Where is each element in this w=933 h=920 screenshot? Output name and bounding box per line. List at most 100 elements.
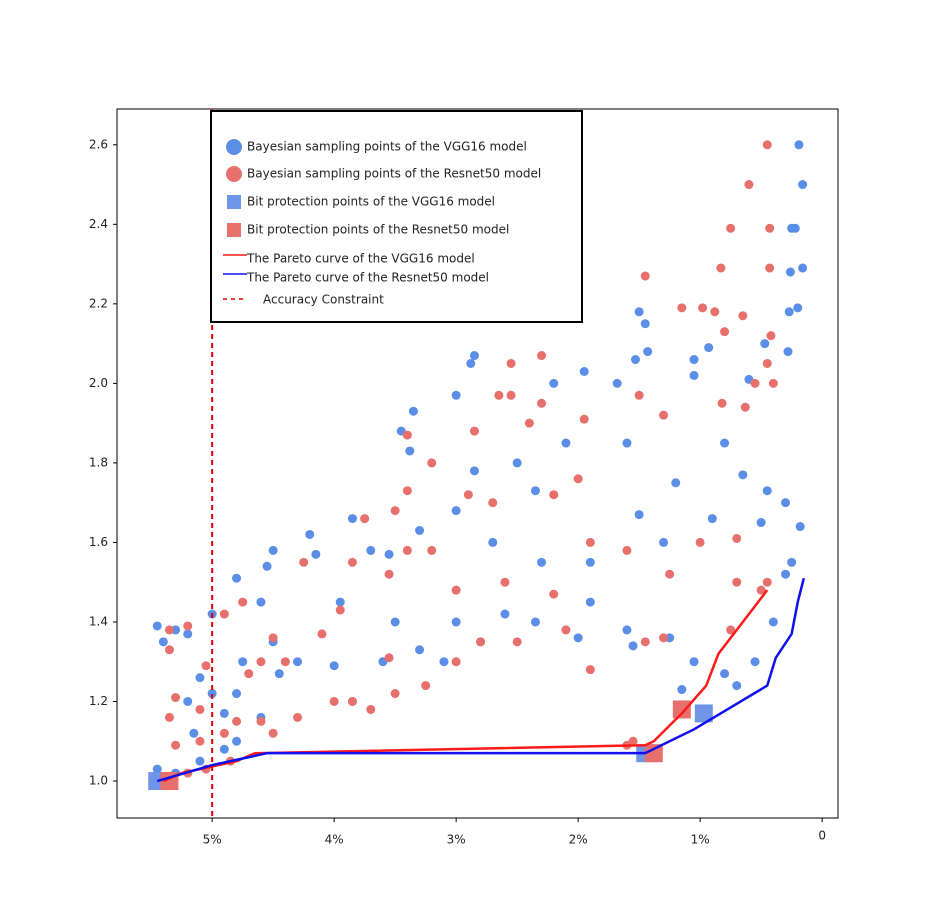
scatter-point [720,327,730,337]
scatter-point [640,271,650,281]
scatter-point [427,545,437,555]
scatter-point [293,712,303,722]
scatter-point [262,561,272,571]
scatter-point [622,625,632,635]
scatter-point [390,689,400,699]
x-tick-label: 5% [203,833,222,847]
scatter-point [579,366,589,376]
scatter-point [451,506,461,516]
scatter-point [738,470,748,480]
scatter-point [787,223,797,233]
scatter-point [695,537,705,547]
scatter-point [732,681,742,691]
y-tick-label: 2.0 [89,376,108,390]
scatter-point [512,637,522,647]
scatter-point [726,625,736,635]
y-tick-label: 1.4 [89,614,108,628]
legend-label: The Pareto curve of the VGG16 model [246,252,475,266]
scatter-point [740,402,750,412]
legend: Bayesian sampling points of the VGG16 mo… [210,110,583,323]
scatter-point [268,545,278,555]
scatter-point [585,537,595,547]
scatter-point [280,657,290,667]
scatter-point [549,589,559,599]
scatter-point [219,609,229,619]
scatter-point [439,657,449,667]
scatter-point [549,490,559,500]
scatter-point [585,557,595,567]
scatter-point [274,669,284,679]
scatter-point [622,438,632,448]
scatter-point [717,398,727,408]
legend-marker [227,195,241,209]
scatter-point [783,347,793,357]
scatter-point [573,633,583,643]
scatter-point [794,140,804,150]
legend-marker [226,139,242,155]
scatter-point [366,545,376,555]
scatter-point [451,617,461,627]
scatter-point [689,657,699,667]
scatter-point [219,728,229,738]
scatter-point [765,223,775,233]
scatter-point [183,629,193,639]
scatter-point [488,537,498,547]
scatter-point [390,617,400,627]
scatter-point [219,708,229,718]
scatter-point [451,390,461,400]
scatter-point [634,390,644,400]
y-tick-label: 1.6 [89,535,108,549]
scatter-point [390,506,400,516]
scatter-point [311,549,321,559]
scatter-point [677,685,687,695]
scatter-point [506,390,516,400]
scatter-point [427,458,437,468]
scatter-point [256,716,266,726]
y-tick-label: 1.2 [89,694,108,708]
scatter-point [405,446,415,456]
scatter-point [164,625,174,635]
scatter-point [171,740,181,750]
scatter-point [659,537,669,547]
scatter-point [207,689,217,699]
legend-label: Bit protection points of the Resnet50 mo… [247,223,509,237]
scatter-point [506,358,516,368]
pareto-curve [156,577,806,783]
y-tick-label: 1.8 [89,455,108,469]
scatter-point [335,605,345,615]
scatter-point [781,498,791,508]
scatter-point [622,545,632,555]
scatter-point [195,736,205,746]
scatter-point [384,569,394,579]
x-tick-label: 2% [569,833,588,847]
scatter-point [530,486,540,496]
scatter-point [469,426,479,436]
scatter-point [463,490,473,500]
scatter-point [768,617,778,627]
scatter-point [537,557,547,567]
scatter-point [335,597,345,607]
scatter-point [476,637,486,647]
legend-label: Bayesian sampling points of the Resnet50… [247,167,541,181]
scatter-point [561,625,571,635]
scatter-point [579,414,589,424]
scatter-point [451,657,461,667]
scatter-point [268,728,278,738]
scatter-point [750,378,760,388]
scatter-point [537,398,547,408]
scatter-point [329,661,339,671]
scatter-point [765,263,775,273]
y-tick-label: 2.4 [89,217,108,231]
scatter-point [415,645,425,655]
scatter-point [781,569,791,579]
scatter-point [488,498,498,508]
scatter-point [762,140,772,150]
scatter-point [756,518,766,528]
scatter-point [561,438,571,448]
scatter-point [760,339,770,349]
scatter-point [634,307,644,317]
scatter-point [268,633,278,643]
legend-label: The Pareto curve of the Resnet50 model [246,271,489,285]
legend-label: Bayesian sampling points of the VGG16 mo… [247,140,527,154]
